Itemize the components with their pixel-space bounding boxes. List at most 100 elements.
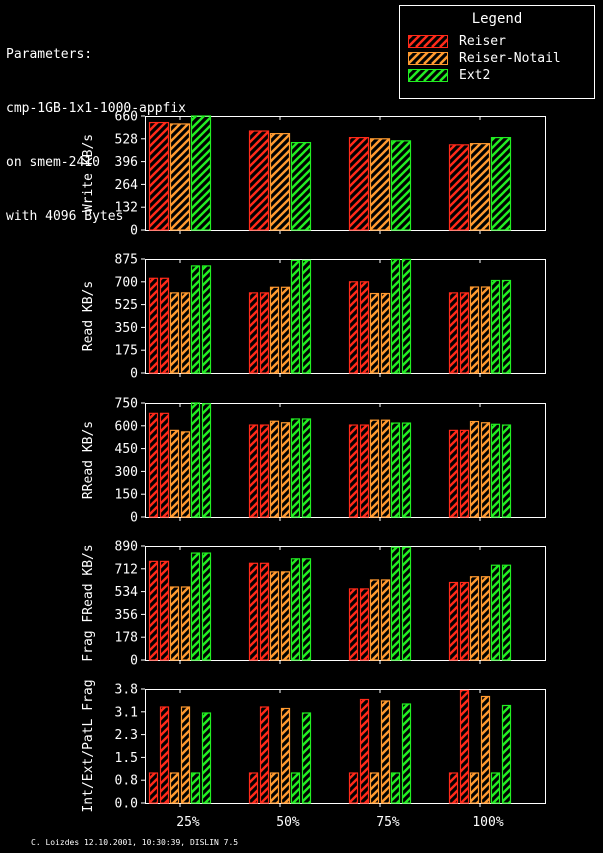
bar <box>348 281 359 374</box>
bar <box>480 286 491 374</box>
bar <box>248 130 270 231</box>
plot-frame <box>145 689 546 804</box>
bar <box>469 143 491 231</box>
bar <box>490 772 501 804</box>
y-tick-label: 300 <box>115 465 138 480</box>
bar <box>380 292 391 374</box>
y-tick-label: 396 <box>115 155 138 170</box>
bar <box>201 265 212 374</box>
bar <box>390 546 401 661</box>
x-tick-label: 50% <box>276 815 300 830</box>
bar <box>169 429 180 518</box>
legend-swatch-reiser <box>408 35 448 48</box>
bar <box>401 546 412 661</box>
y-tick-label: 2.3 <box>115 728 138 743</box>
x-tick-label: 75% <box>376 815 400 830</box>
y-tick-label: 175 <box>115 344 138 359</box>
bar <box>490 423 501 518</box>
bar <box>169 292 180 374</box>
y-tick-label: 178 <box>115 631 138 646</box>
bar <box>180 706 191 804</box>
bar <box>190 402 201 518</box>
bar <box>401 258 412 374</box>
bar <box>248 292 259 374</box>
bar <box>480 422 491 518</box>
bar <box>448 772 459 804</box>
bar <box>469 772 480 804</box>
bar <box>290 772 301 804</box>
parameters-line: on smem-2410 <box>6 155 100 170</box>
bar <box>290 558 301 661</box>
legend-swatch-reiser-notail <box>408 52 448 65</box>
bar <box>401 422 412 518</box>
y-tick-label: 712 <box>115 562 138 577</box>
bar <box>201 552 212 661</box>
bar <box>501 704 512 804</box>
bar <box>501 564 512 661</box>
bar <box>248 772 259 804</box>
plot-frame <box>145 259 546 374</box>
bar <box>490 279 501 374</box>
parameters-line: Parameters: <box>6 47 93 62</box>
bar <box>390 422 401 518</box>
bar <box>469 576 480 661</box>
bar <box>369 138 391 231</box>
bar <box>259 424 270 518</box>
bar <box>380 419 391 518</box>
bar <box>180 431 191 518</box>
parameters-line: cmp-1GB-1x1-1000-appfix <box>6 101 187 116</box>
parameters-block: Parameters: cmp-1GB-1x1-1000-appfix on s… <box>6 10 186 244</box>
bar <box>369 419 380 518</box>
y-tick-label: 1.5 <box>115 751 138 766</box>
bar <box>301 712 312 804</box>
y-tick-label: 356 <box>115 608 138 623</box>
bar <box>359 424 370 518</box>
bar <box>501 424 512 518</box>
bar <box>190 552 201 661</box>
legend: Legend Reiser Reiser-Notail Ext2 <box>399 5 595 99</box>
y-axis-label: Write KB/s <box>81 134 96 212</box>
bar <box>490 136 512 231</box>
bar <box>169 772 180 804</box>
x-tick-label: 25% <box>176 815 200 830</box>
y-tick-label: 450 <box>115 442 138 457</box>
bar <box>359 281 370 374</box>
bar <box>259 706 270 804</box>
plot-frame <box>145 546 546 661</box>
bar <box>448 429 459 518</box>
bar <box>190 772 201 804</box>
bar <box>159 560 170 661</box>
bar <box>159 277 170 374</box>
y-tick-label: 0 <box>130 511 138 526</box>
legend-label: Reiser <box>459 34 506 49</box>
bar <box>390 140 412 231</box>
legend-label: Ext2 <box>459 68 491 83</box>
bar <box>459 581 470 661</box>
bar <box>369 579 380 661</box>
bar <box>190 265 201 374</box>
y-tick-label: 3.8 <box>115 683 138 698</box>
y-tick-label: 0.8 <box>115 774 138 789</box>
bar <box>159 706 170 804</box>
y-tick-label: 150 <box>115 488 138 503</box>
bar <box>148 121 170 231</box>
bar <box>290 259 301 374</box>
bar <box>269 286 280 374</box>
y-axis-label: Int/Ext/PatL Frag <box>81 679 96 812</box>
bar <box>369 292 380 374</box>
legend-label: Reiser-Notail <box>459 51 561 66</box>
y-tick-label: 264 <box>115 178 139 193</box>
bar <box>269 772 280 804</box>
bar <box>380 700 391 804</box>
bar <box>390 258 401 374</box>
bar <box>280 571 291 661</box>
bar <box>348 772 359 804</box>
bar <box>148 772 159 804</box>
y-tick-label: 3.1 <box>115 705 138 720</box>
bar <box>148 560 159 661</box>
bar <box>248 562 259 661</box>
bar <box>469 420 480 518</box>
bar <box>290 418 301 518</box>
bar <box>501 279 512 374</box>
bar <box>259 292 270 374</box>
